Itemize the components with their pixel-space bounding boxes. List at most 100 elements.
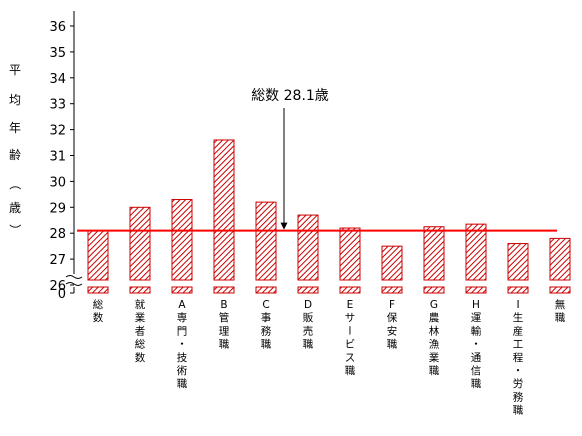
bar [381, 245, 403, 281]
annotation-arrowhead [280, 222, 288, 230]
bar [339, 227, 361, 281]
bar [465, 223, 487, 281]
x-category-label-char: 総 [93, 298, 104, 311]
y-tick-label: 35 [49, 46, 66, 61]
bar [129, 206, 151, 281]
x-category-label-char: H [472, 299, 480, 311]
y-axis-label-char: ） [8, 224, 22, 236]
x-category-label-char: F [389, 299, 395, 311]
bar [171, 199, 193, 281]
x-category-label-char: 専 [177, 312, 188, 324]
x-category-label-char: 無 [555, 298, 566, 311]
x-category-label: H運輸・通信職 [471, 299, 482, 390]
x-category-label-char: 職 [261, 339, 272, 351]
x-category-label-char: ー [343, 325, 355, 336]
x-category-label-char: 林 [429, 324, 440, 337]
x-category-label-char: ・ [471, 339, 482, 351]
x-category-label-char: 就 [135, 298, 146, 311]
x-category-label-char: E [347, 299, 354, 311]
x-category-label-char: 信 [471, 365, 482, 377]
x-category-label-char: 漁 [429, 338, 440, 351]
bar-base [507, 286, 529, 294]
x-category-label-char: 職 [471, 378, 482, 390]
bar [255, 201, 277, 281]
bar [87, 230, 109, 281]
x-category-label-char: I [516, 299, 519, 311]
x-category-label-char: 職 [177, 378, 188, 390]
x-category-label-char: 程 [513, 352, 524, 364]
bar [549, 237, 571, 281]
x-category-label-char: サ [345, 312, 356, 324]
x-category-label-char: 業 [135, 311, 146, 324]
x-category-label-char: 門 [177, 325, 188, 337]
x-category-label: 総数 [93, 298, 104, 324]
x-category-label-char: 生 [513, 311, 524, 324]
y-tick-label: 33 [49, 98, 66, 113]
axis-break-mark [65, 282, 83, 286]
y-tick-label: 28 [49, 227, 66, 242]
y-tick-label: 34 [49, 72, 66, 87]
x-category-label-char: 業 [429, 351, 440, 364]
x-category-label-char: 者 [135, 325, 146, 337]
bar [297, 214, 319, 281]
x-category-label-char: 職 [345, 365, 356, 377]
bar [213, 139, 235, 281]
x-category-label-char: 販 [303, 312, 314, 324]
y-tick-label: 30 [49, 175, 66, 190]
x-category-label-char: ・ [513, 365, 524, 377]
x-category-label-char: 通 [471, 352, 482, 364]
y-tick-label: 27 [49, 253, 66, 268]
x-category-labels: 総数就業者総数A専門・技術職B管理職C事務職D販売職Eサービス職F保安職G農林漁… [93, 298, 566, 417]
bar-base [381, 286, 403, 294]
x-category-label-char: 輸 [471, 324, 482, 337]
x-category-label-char: ・ [177, 339, 188, 351]
x-category-label-char: 務 [261, 324, 272, 337]
x-category-label-char: B [220, 299, 227, 311]
x-category-label-char: 職 [555, 312, 566, 324]
y-tick-label: 32 [49, 124, 66, 139]
bar [423, 226, 445, 281]
x-category-label-char: 務 [513, 390, 524, 403]
x-category-label-char: A [178, 299, 186, 311]
x-category-label-char: 運 [471, 312, 482, 324]
y-tick-label: 26 [49, 279, 66, 294]
x-category-label-char: 技 [177, 351, 188, 364]
x-category-label-char: 理 [219, 325, 230, 337]
x-category-label-char: ビ [345, 339, 356, 351]
x-category-label-char: 売 [303, 324, 314, 337]
x-category-label-char: D [304, 299, 312, 311]
y-tick-label: 29 [49, 201, 66, 216]
x-category-label-char: 数 [93, 311, 104, 324]
y-axis-label-char: （ [8, 178, 22, 190]
bar-base [213, 286, 235, 294]
bar-base [339, 286, 361, 294]
bar-base [465, 286, 487, 294]
x-category-label-char: 工 [513, 339, 524, 351]
x-category-label-char: 保 [387, 311, 398, 324]
x-category-label-char: 職 [513, 405, 524, 417]
x-category-label-char: 労 [513, 377, 524, 390]
x-category-label-char: 管 [219, 311, 230, 324]
x-category-label-char: G [430, 299, 438, 311]
y-axis-label-char: 歳 [9, 201, 21, 215]
reference-line-annotation: 総数 28.1歳 [251, 88, 329, 104]
x-category-label-char: 総 [135, 338, 146, 351]
y-axis-label-char: 平 [9, 63, 21, 77]
bar-base [297, 286, 319, 294]
x-category-label: 無職 [555, 298, 566, 324]
y-axis-label-char: 年 [9, 121, 21, 135]
axis-break-mark [65, 275, 83, 279]
y-tick-labels: 26 27 28 29 30 31 32 33 34 35 36 0 [49, 20, 74, 302]
x-category-label-char: 数 [135, 351, 146, 364]
y-tick-label: 31 [49, 150, 66, 165]
y-axis [65, 11, 83, 293]
